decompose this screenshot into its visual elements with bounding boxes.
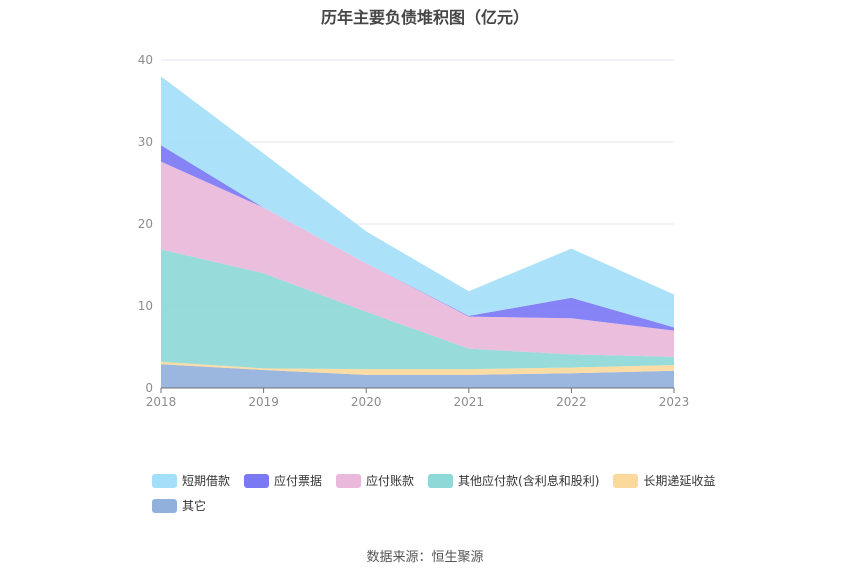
area-series-1 — [161, 361, 674, 375]
y-tick-label: 20 — [138, 217, 153, 231]
x-tick-label: 2023 — [659, 395, 690, 409]
legend-swatch — [613, 473, 639, 488]
x-tick-label: 2020 — [351, 395, 382, 409]
legend-swatch — [152, 498, 177, 513]
x-tick-label: 2022 — [556, 395, 587, 409]
legend-swatch — [428, 473, 454, 488]
legend-label: 应付票据 — [274, 474, 323, 488]
area-series-3 — [161, 161, 674, 357]
legend-item[interactable]: 其它 — [152, 497, 206, 514]
legend-swatch — [244, 473, 270, 488]
y-tick-label: 30 — [138, 135, 153, 149]
legend-swatch — [152, 473, 177, 488]
legend-item[interactable]: 其他应付款(含利息和股利) — [428, 472, 599, 489]
legend: 短期借款 应付票据 应付账款 其他应付款(含利息和股利) 长期递延收益其它 — [152, 472, 722, 514]
legend-item[interactable]: 应付票据 — [244, 472, 322, 489]
legend-label: 应付账款 — [366, 474, 415, 488]
legend-label: 其他应付款(含利息和股利) — [458, 474, 600, 488]
area-series-2 — [161, 249, 674, 370]
area-series-5 — [161, 76, 674, 328]
legend-item[interactable]: 应付账款 — [336, 472, 414, 489]
area-series-layer — [161, 76, 674, 388]
legend-label: 其它 — [182, 499, 207, 513]
x-tick-label: 2019 — [248, 395, 279, 409]
y-tick-label: 0 — [145, 381, 153, 395]
area-series-0 — [161, 364, 674, 388]
y-tick-label: 10 — [138, 299, 153, 313]
legend-label: 长期递延收益 — [643, 474, 716, 488]
chart-title: 历年主要负债堆积图（亿元） — [320, 8, 529, 27]
legend-item[interactable]: 短期借款 — [152, 472, 230, 489]
data-source-note: 数据来源：恒生聚源 — [366, 550, 484, 565]
legend-swatch — [336, 473, 362, 488]
x-tick-label: 2021 — [454, 395, 485, 409]
x-tick-label: 2018 — [146, 395, 177, 409]
axes: 0 10 20 30 40 2018 2019 2020 2021 2022 2023 — [138, 53, 690, 409]
y-tick-label: 40 — [138, 53, 153, 67]
legend-item[interactable]: 长期递延收益 — [613, 472, 715, 489]
legend-label: 短期借款 — [182, 474, 231, 488]
